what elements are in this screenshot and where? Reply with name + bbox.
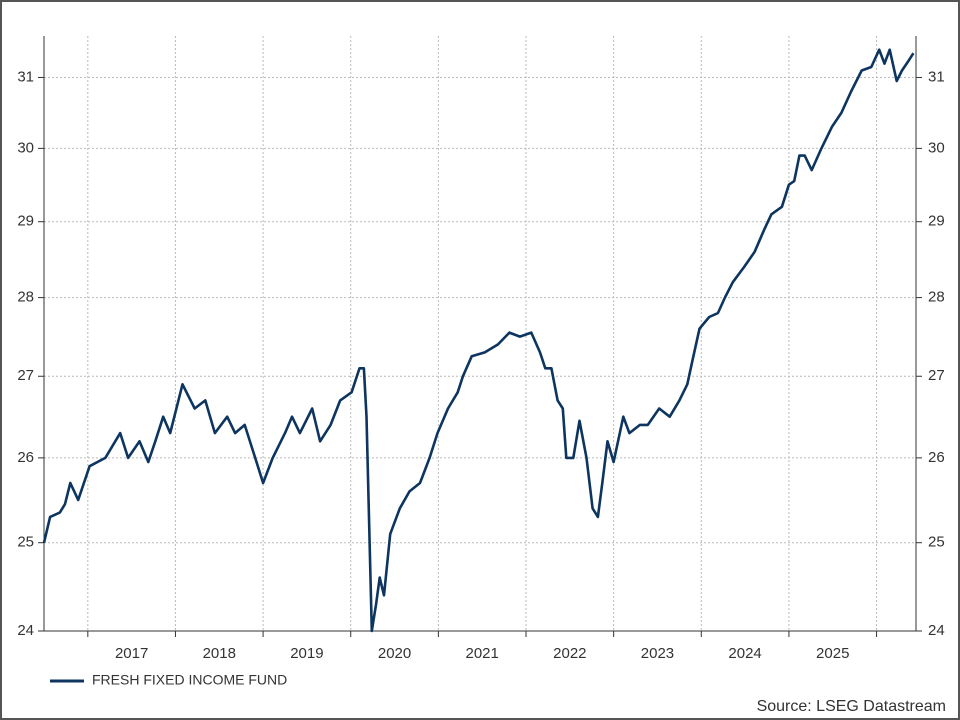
y-tick-label: 28 [17, 289, 34, 306]
x-tick-label: 2024 [728, 645, 761, 662]
x-tick-label: 2023 [641, 645, 674, 662]
x-tick-label: 2017 [115, 645, 148, 662]
x-tick-label: 2021 [466, 645, 499, 662]
y2-tick-label: 29 [928, 213, 945, 230]
x-tick-label: 2022 [553, 645, 586, 662]
x-tick-label: 2025 [816, 645, 849, 662]
y2-tick-label: 26 [928, 449, 945, 466]
y-tick-label: 26 [17, 449, 34, 466]
y-tick-label: 31 [17, 68, 34, 85]
y-tick-label: 24 [17, 622, 34, 639]
x-tick-label: 2020 [378, 645, 411, 662]
source-note: Source: LSEG Datastream [757, 698, 946, 715]
y2-tick-label: 25 [928, 534, 945, 551]
y-tick-label: 29 [17, 213, 34, 230]
x-tick-label: 2019 [290, 645, 323, 662]
y2-tick-label: 27 [928, 367, 945, 384]
y2-tick-label: 30 [928, 139, 945, 156]
y-tick-label: 30 [17, 139, 34, 156]
y2-tick-label: 24 [928, 622, 945, 639]
legend-label: FRESH FIXED INCOME FUND [92, 672, 287, 688]
y-tick-label: 25 [17, 534, 34, 551]
y2-tick-label: 28 [928, 289, 945, 306]
x-tick-label: 2018 [203, 645, 236, 662]
y-tick-label: 27 [17, 367, 34, 384]
y2-tick-label: 31 [928, 68, 945, 85]
series-line [42, 48, 915, 633]
